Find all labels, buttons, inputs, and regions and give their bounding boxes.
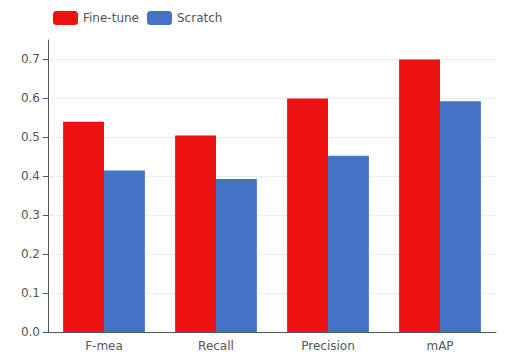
svg-text:0.4: 0.4	[21, 169, 40, 183]
svg-text:0.5: 0.5	[21, 130, 40, 144]
svg-text:Recall: Recall	[198, 339, 234, 353]
svg-text:Fine-tune: Fine-tune	[83, 11, 139, 25]
svg-text:Precision: Precision	[301, 339, 355, 353]
svg-text:0.2: 0.2	[21, 247, 40, 261]
svg-text:0.1: 0.1	[21, 286, 40, 300]
svg-text:0.7: 0.7	[21, 52, 40, 66]
svg-text:0.3: 0.3	[21, 208, 40, 222]
svg-text:mAP: mAP	[426, 339, 453, 353]
svg-text:0.0: 0.0	[21, 325, 40, 339]
svg-text:Scratch: Scratch	[177, 11, 222, 25]
svg-text:0.6: 0.6	[21, 91, 40, 105]
svg-text:F-mea: F-mea	[85, 339, 123, 353]
